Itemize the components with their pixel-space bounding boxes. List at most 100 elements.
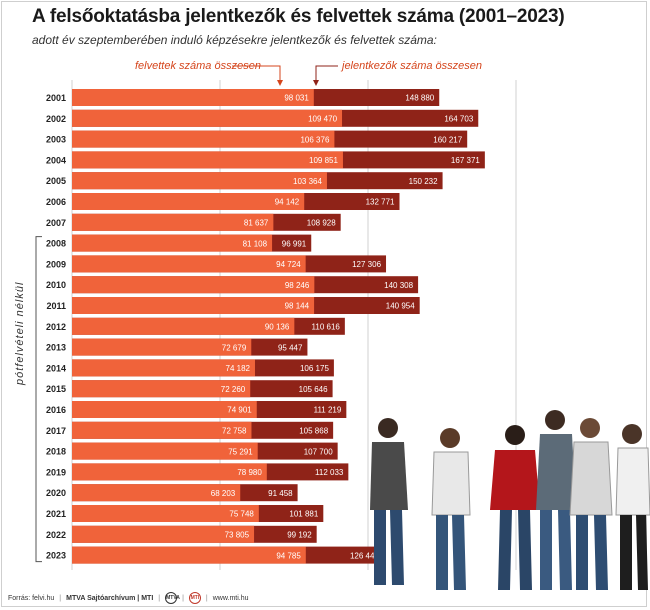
year-label-2023: 2023 [46,551,66,561]
bar-admitted-2015 [72,380,251,398]
admitted-value-label-2015: 72 260 [221,385,246,394]
student-figure-6 [615,424,650,590]
admitted-value-label-2018: 75 291 [228,447,253,456]
admitted-value-label-2011: 98 144 [285,302,310,311]
students-photo [370,410,650,590]
bar-admitted-2017 [72,421,252,439]
admitted-value-label-2002: 109 470 [308,115,337,124]
year-label-2020: 2020 [46,488,66,498]
footer-url: www.mti.hu [212,594,249,602]
admitted-value-label-2020: 68 203 [211,489,236,498]
bar-admitted-2001 [72,89,314,106]
admitted-value-label-2010: 98 246 [285,281,310,290]
applicants-value-label-2003: 160 217 [433,135,462,144]
year-label-2004: 2004 [46,155,66,165]
applicants-value-label-2019: 112 033 [315,468,344,477]
year-label-2002: 2002 [46,114,66,124]
student-figure-5 [569,418,613,590]
bar-admitted-2013 [72,338,252,356]
footer: Forrás: felvi.hu | MTVA Sajtóarchívum | … [8,590,249,606]
applicants-value-label-2006: 132 771 [366,198,395,207]
bar-admitted-2014 [72,359,255,377]
applicants-value-label-2012: 110 616 [312,323,341,332]
bar-admitted-2002 [72,109,343,127]
applicants-value-label-2008: 96 991 [282,239,307,248]
applicants-value-label-2022: 99 192 [287,531,312,540]
mtva-logo: MTVA [165,592,180,604]
applicants-value-label-2005: 150 232 [409,177,438,186]
admitted-value-label-2013: 72 679 [222,343,247,352]
chart-subtitle: adott év szeptemberében induló képzésekr… [32,33,437,47]
footer-credit: MTVA Sajtóarchívum | MTI [66,594,154,602]
year-label-2016: 2016 [46,405,66,415]
student-figure-2 [431,428,471,590]
year-label-2012: 2012 [46,322,66,332]
admitted-value-label-2004: 109 851 [309,156,338,165]
applicants-value-label-2018: 107 700 [304,447,333,456]
admitted-value-label-2007: 81 637 [244,219,269,228]
student-figure-1 [370,418,408,585]
year-label-2003: 2003 [46,135,66,145]
year-label-2006: 2006 [46,197,66,207]
applicants-value-label-2023: 126 449 [350,551,379,560]
legend-admitted-label: felvettek száma összesen [135,60,261,72]
student-figure-3 [490,425,540,590]
year-label-2022: 2022 [46,530,66,540]
footer-source: Forrás: felvi.hu [8,594,55,602]
admitted-value-label-2014: 74 182 [226,364,251,373]
student-figure-4 [536,410,576,590]
applicants-value-label-2013: 95 447 [278,343,303,352]
bar-admitted-2008 [72,234,273,252]
year-label-2014: 2014 [46,363,66,373]
bar-admitted-2004 [72,151,343,169]
legend-applicants-label: jelentkezők száma összesen [342,60,483,72]
legend-applicants-arrowhead [313,80,319,86]
bracket-note: pótfelvételi nélkül [14,281,26,385]
bar-admitted-2012 [72,317,295,335]
admitted-value-label-2017: 72 758 [222,427,247,436]
year-label-2001: 2001 [46,93,66,103]
year-label-2017: 2017 [46,426,66,436]
bar-admitted-2007 [72,213,274,231]
bar-admitted-2021 [72,505,259,522]
admitted-value-label-2016: 74 901 [227,406,252,415]
admitted-value-label-2023: 94 785 [276,551,301,560]
legend-admitted-arrowhead [277,80,283,86]
bar-admitted-2010 [72,276,315,294]
applicants-value-label-2021: 101 881 [289,510,318,519]
admitted-value-label-2001: 98 031 [284,94,309,103]
applicants-value-label-2011: 140 954 [386,302,415,311]
admitted-value-label-2022: 73 805 [225,531,250,540]
bar-admitted-2005 [72,172,327,190]
admitted-value-label-2006: 94 142 [275,198,300,207]
year-label-2015: 2015 [46,384,66,394]
bar-admitted-2019 [72,463,267,481]
year-label-2011: 2011 [46,301,66,311]
year-label-2008: 2008 [46,239,66,249]
applicants-value-label-2010: 140 308 [384,281,413,290]
applicants-value-label-2002: 164 703 [444,115,473,124]
year-label-2010: 2010 [46,280,66,290]
year-label-2009: 2009 [46,259,66,269]
legend-applicants-arrow [315,65,338,84]
year-label-2007: 2007 [46,218,66,228]
bar-admitted-2020 [72,484,241,502]
year-label-2018: 2018 [46,447,66,457]
mti-logo: MTI [188,592,201,604]
applicants-value-label-2009: 127 306 [352,260,381,269]
admitted-value-label-2021: 75 748 [229,510,254,519]
bar-admitted-2006 [72,193,305,210]
bar-admitted-2018 [72,442,258,460]
applicants-value-label-2001: 148 880 [405,94,434,103]
bar-admitted-2016 [72,401,257,418]
year-label-2021: 2021 [46,509,66,519]
year-label-2013: 2013 [46,343,66,353]
applicants-value-label-2007: 108 928 [307,219,336,228]
bar-admitted-2009 [72,255,306,273]
admitted-value-label-2019: 78 980 [237,468,262,477]
bar-admitted-2023 [72,546,306,564]
bar-admitted-2011 [72,297,315,314]
admitted-value-label-2008: 81 108 [243,239,268,248]
